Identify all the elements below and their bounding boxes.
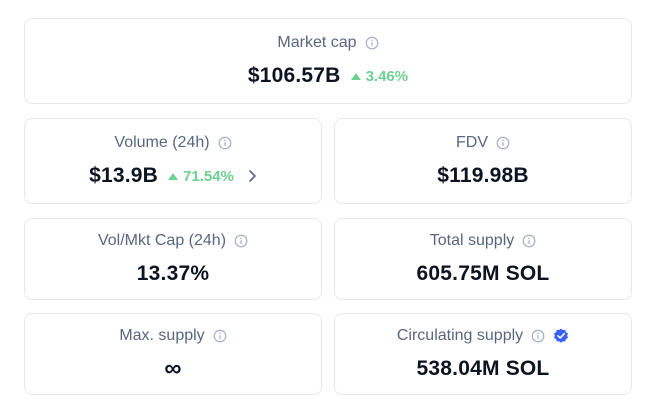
- info-icon[interactable]: [234, 234, 248, 248]
- max-supply-value-row: ∞: [164, 355, 181, 383]
- total-supply-label: Total supply: [429, 232, 515, 249]
- circulating-supply-value: 538.04M SOL: [416, 357, 550, 380]
- total-supply-card: Total supply 605.75M SOL: [334, 218, 632, 300]
- volume-label: Volume (24h): [114, 134, 210, 151]
- total-supply-value-row: 605.75M SOL: [417, 260, 550, 288]
- vol-mkt-cap-card: Vol/Mkt Cap (24h) 13.37%: [24, 218, 322, 300]
- market-cap-change: 3.46%: [350, 67, 409, 85]
- circulating-supply-label-row: Circulating supply: [397, 325, 569, 347]
- fdv-label-row: FDV: [456, 132, 510, 154]
- vol-mkt-cap-label-row: Vol/Mkt Cap (24h): [98, 230, 248, 252]
- total-supply-value: 605.75M SOL: [416, 262, 550, 285]
- fdv-label: FDV: [456, 134, 488, 151]
- volume-label-row: Volume (24h): [114, 132, 231, 154]
- market-cap-label: Market cap: [277, 34, 357, 51]
- info-icon[interactable]: [213, 329, 227, 343]
- total-supply-label-row: Total supply: [430, 230, 537, 252]
- max-supply-label: Max. supply: [119, 327, 205, 344]
- info-icon[interactable]: [218, 136, 232, 150]
- info-icon[interactable]: [531, 329, 545, 343]
- caret-up-icon: [350, 72, 361, 80]
- vol-mkt-cap-label: Vol/Mkt Cap (24h): [97, 232, 227, 249]
- market-cap-card: Market cap $106.57B 3.46%: [24, 18, 632, 104]
- market-cap-value: $106.57B: [247, 64, 341, 87]
- circulating-supply-value-row: 538.04M SOL: [417, 355, 550, 383]
- caret-up-icon: [168, 172, 179, 180]
- max-supply-card: Max. supply ∞: [24, 313, 322, 395]
- verified-badge-icon[interactable]: [553, 328, 569, 344]
- max-supply-label-row: Max. supply: [119, 325, 227, 347]
- max-supply-value: ∞: [164, 355, 182, 382]
- fdv-card: FDV $119.98B: [334, 118, 632, 204]
- market-cap-change-value: 3.46%: [365, 67, 409, 85]
- chevron-right-icon[interactable]: [248, 169, 257, 183]
- info-icon[interactable]: [496, 136, 510, 150]
- volume-value-row[interactable]: $13.9B 71.54%: [89, 162, 257, 190]
- volume-value: $13.9B: [89, 164, 159, 187]
- circulating-supply-label: Circulating supply: [396, 327, 524, 344]
- info-icon[interactable]: [522, 234, 536, 248]
- volume-change-value: 71.54%: [183, 167, 234, 185]
- vol-mkt-cap-value-row: 13.37%: [137, 260, 209, 288]
- fdv-value-row: $119.98B: [437, 162, 529, 190]
- market-cap-label-row: Market cap: [277, 32, 378, 54]
- fdv-value: $119.98B: [437, 164, 529, 187]
- volume-card: Volume (24h) $13.9B 71.54%: [24, 118, 322, 204]
- info-icon[interactable]: [365, 36, 379, 50]
- volume-change: 71.54%: [168, 168, 234, 185]
- vol-mkt-cap-value: 13.37%: [136, 262, 210, 285]
- circulating-supply-card: Circulating supply 538.04M SOL: [334, 313, 632, 395]
- market-cap-value-row: $106.57B 3.46%: [248, 62, 408, 90]
